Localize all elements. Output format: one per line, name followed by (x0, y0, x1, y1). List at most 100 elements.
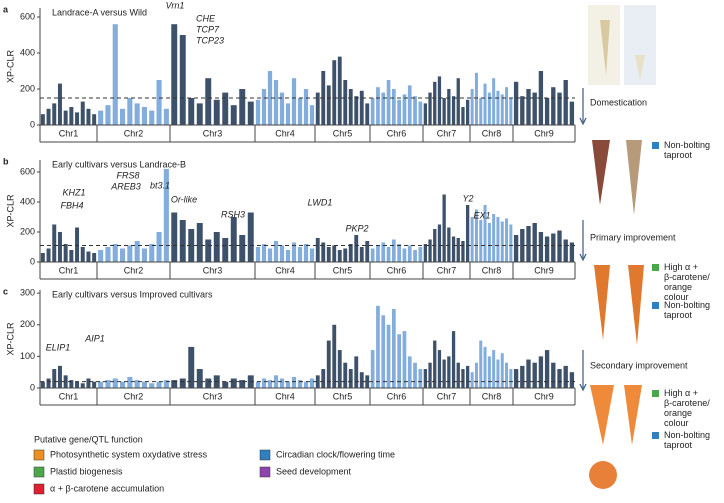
chr-label: Chr5 (333, 265, 353, 275)
snp-cluster (343, 248, 348, 262)
chr-label: Chr4 (275, 128, 295, 138)
snp-cluster (75, 112, 80, 125)
gene-label: RSH3 (221, 209, 245, 219)
chr-label: Chr2 (124, 265, 144, 275)
snp-cluster (303, 381, 309, 388)
snp-cluster (63, 110, 68, 125)
snp-cluster (496, 217, 500, 262)
snp-cluster (163, 169, 169, 262)
snp-cluster (402, 248, 407, 262)
snp-cluster (303, 89, 309, 125)
snp-cluster (348, 244, 353, 262)
trait-line: Non-bolting (664, 140, 710, 150)
snp-cluster (500, 94, 504, 125)
snp-cluster (127, 98, 133, 125)
snp-cluster (474, 209, 478, 262)
snp-cluster (98, 110, 104, 125)
legend-swatch (259, 449, 271, 461)
snp-cluster (391, 308, 396, 388)
snp-cluster (57, 365, 62, 388)
snp-cluster (63, 244, 68, 262)
snp-cluster (474, 362, 478, 388)
root (592, 140, 610, 205)
snp-cluster (437, 76, 442, 125)
snp-cluster (230, 105, 237, 125)
snp-cluster (370, 248, 375, 262)
snp-cluster (98, 381, 104, 388)
trait-swatch (652, 264, 659, 271)
trait-line: taproot (664, 440, 693, 450)
snp-cluster (213, 99, 220, 125)
snp-cluster (376, 305, 380, 388)
snp-cluster (479, 340, 483, 388)
snp-cluster (149, 110, 155, 125)
snp-cluster (423, 369, 427, 388)
snp-cluster (442, 194, 446, 262)
snp-cluster (505, 362, 509, 388)
snp-cluster (239, 89, 246, 125)
snp-cluster (80, 383, 85, 388)
snp-cluster (332, 60, 337, 126)
snp-cluster (46, 108, 51, 125)
snp-cluster (57, 83, 62, 125)
snp-cluster (205, 239, 212, 262)
snp-cluster (365, 241, 370, 262)
gene-label: TCP23 (196, 35, 224, 45)
snp-cluster (413, 362, 417, 388)
snp-cluster (46, 378, 51, 388)
snp-cluster (196, 369, 203, 388)
chr-label: Chr8 (482, 265, 502, 275)
snp-cluster (466, 99, 470, 125)
photos (588, 5, 656, 489)
snp-cluster (487, 356, 491, 388)
snp-cluster (222, 92, 229, 125)
snp-cluster (354, 235, 359, 262)
snp-cluster (509, 224, 513, 262)
trait-line: High α + (664, 262, 698, 272)
snp-cluster (127, 376, 133, 388)
snp-cluster (321, 242, 326, 262)
snp-cluster (359, 247, 364, 262)
snp-cluster (433, 340, 437, 388)
snp-cluster (92, 253, 97, 262)
snp-cluster (442, 359, 446, 388)
snp-cluster (418, 247, 423, 262)
snp-cluster (532, 223, 537, 262)
chr-label: Chr7 (437, 265, 457, 275)
chr-label: Chr5 (333, 391, 353, 401)
stage-label: Domestication (590, 97, 647, 107)
snp-cluster (156, 232, 162, 262)
chr-label: Chr7 (437, 391, 457, 401)
snp-cluster (255, 247, 261, 262)
trait-line: colour (664, 292, 689, 302)
y-tick-label: 100 (20, 351, 35, 361)
chr-label: Chr1 (59, 128, 79, 138)
y-tick-label: 600 (20, 166, 35, 176)
snp-cluster (205, 378, 212, 388)
snp-cluster (112, 378, 118, 388)
snp-cluster (451, 331, 456, 388)
trait-label: Non-bolting taproot (664, 300, 710, 320)
legend-swatch (33, 449, 45, 461)
gene-label: LWD1 (308, 197, 333, 207)
trait-line: colour (664, 418, 689, 428)
y-tick-label: 200 (20, 319, 35, 329)
snp-cluster (551, 87, 556, 125)
snp-cluster (365, 375, 370, 388)
snp-cluster (40, 253, 45, 262)
snp-cluster (376, 245, 380, 262)
chr-label: Chr7 (437, 128, 457, 138)
snp-cluster (456, 362, 460, 388)
snp-cluster (381, 242, 386, 262)
snp-cluster (544, 98, 550, 125)
panel-title: Landrace-A versus Wild (52, 7, 147, 17)
snp-cluster (513, 369, 519, 388)
snp-cluster (532, 362, 537, 388)
snp-cluster (413, 96, 417, 125)
snp-cluster (273, 375, 279, 388)
snp-cluster (407, 245, 412, 262)
snp-cluster (239, 235, 246, 262)
legend-swatch (33, 466, 45, 478)
snp-cluster (196, 103, 203, 125)
